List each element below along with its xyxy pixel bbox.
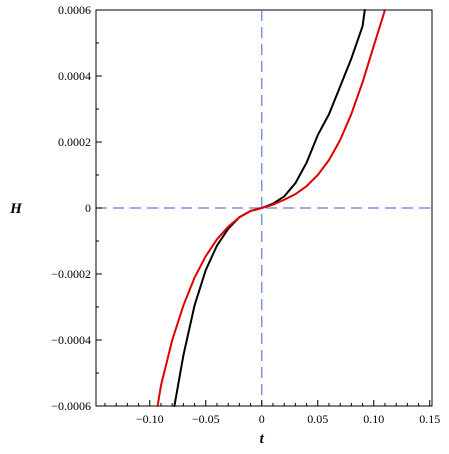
- y-axis: −0.0006 −0.0004 −0.0002 0 0.0002 0.0004 0.0006: [51, 3, 102, 413]
- x-tick-label: 0.15: [419, 412, 440, 426]
- y-tick-label: −0.0002: [51, 267, 91, 281]
- x-tick-label: 0: [259, 412, 265, 426]
- y-tick-label: −0.0004: [51, 333, 91, 347]
- x-axis-label: t: [260, 431, 265, 447]
- y-tick-label: −0.0006: [51, 399, 91, 413]
- y-axis-label: H: [9, 201, 23, 217]
- x-tick-label: 0.10: [363, 412, 384, 426]
- y-tick-label: 0.0004: [58, 69, 91, 83]
- series-line-2: [156, 9, 386, 407]
- x-tick-label: −0.10: [136, 412, 164, 426]
- y-tick-label: 0: [85, 201, 91, 215]
- y-tick-label: 0.0006: [58, 3, 91, 17]
- x-tick-label: −0.05: [192, 412, 220, 426]
- x-axis: −0.10 −0.05 0 0.05 0.10 0.15: [104, 400, 440, 426]
- x-tick-label: 0.05: [307, 412, 328, 426]
- series-layer: [156, 9, 386, 407]
- y-tick-label: 0.0002: [58, 135, 91, 149]
